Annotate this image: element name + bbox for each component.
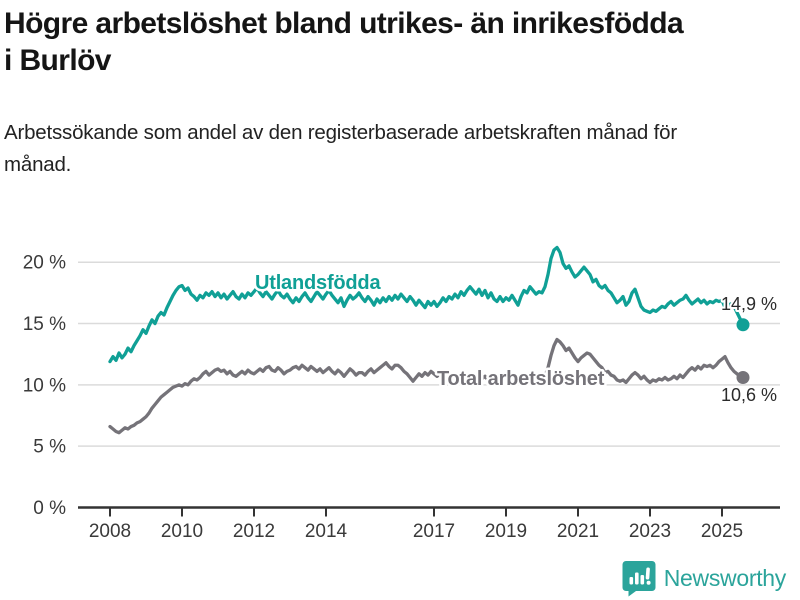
bar-chart-speech-bubble-icon (622, 561, 656, 597)
series-end-dot-0 (736, 318, 750, 332)
x-tick-label: 2021 (557, 521, 599, 542)
x-tick-label: 2023 (629, 521, 671, 542)
gridlines (78, 261, 780, 447)
speech-bubble-shape (622, 561, 656, 597)
x-tick-label: 2025 (701, 521, 743, 542)
y-tick-label: 15 % (23, 314, 66, 335)
series-label-total-arbetsloshet: Total arbetslöshet (437, 368, 605, 390)
x-tick-label: 2014 (305, 521, 348, 542)
series-end-dot-1 (736, 371, 750, 385)
series-lines (108, 245, 750, 435)
series-label-utlandsfodda: Utlandsfödda (255, 272, 381, 294)
y-tick-label: 5 % (33, 437, 66, 458)
y-tick-label: 20 % (23, 253, 66, 274)
x-tick-label: 2010 (161, 521, 203, 542)
newsworthy-logo: Newsworthy (622, 560, 786, 597)
axis-tick-labels: 20 % 15 % 10 % 5 % 0 % 2008 2010 2012 2014 2017 20… (23, 253, 743, 542)
exclamation-dot (646, 580, 651, 585)
bar-1 (629, 577, 633, 585)
x-tick-label: 2008 (89, 521, 131, 542)
page-title: Högre arbetslöshet bland utrikes- än inr… (4, 7, 684, 77)
end-value-label-utlandsfodda: 14,9 % (721, 294, 777, 314)
x-axis (78, 506, 780, 517)
bar-2 (634, 572, 639, 585)
page-subtitle: Arbetssökande som andel av den registerb… (4, 121, 677, 176)
x-tick-label: 2019 (485, 521, 527, 542)
logo-text: Newsworthy (663, 565, 787, 591)
end-value-label-total: 10,6 % (721, 385, 777, 405)
x-tick-label: 2017 (413, 521, 455, 542)
y-tick-label: 10 % (23, 375, 66, 396)
bar-3 (640, 575, 644, 585)
y-tick-label: 0 % (33, 498, 66, 519)
exclamation-stroke (645, 567, 650, 580)
series-line-1 (108, 337, 745, 435)
series-line-0 (108, 245, 745, 364)
x-tick-label: 2012 (233, 521, 275, 542)
